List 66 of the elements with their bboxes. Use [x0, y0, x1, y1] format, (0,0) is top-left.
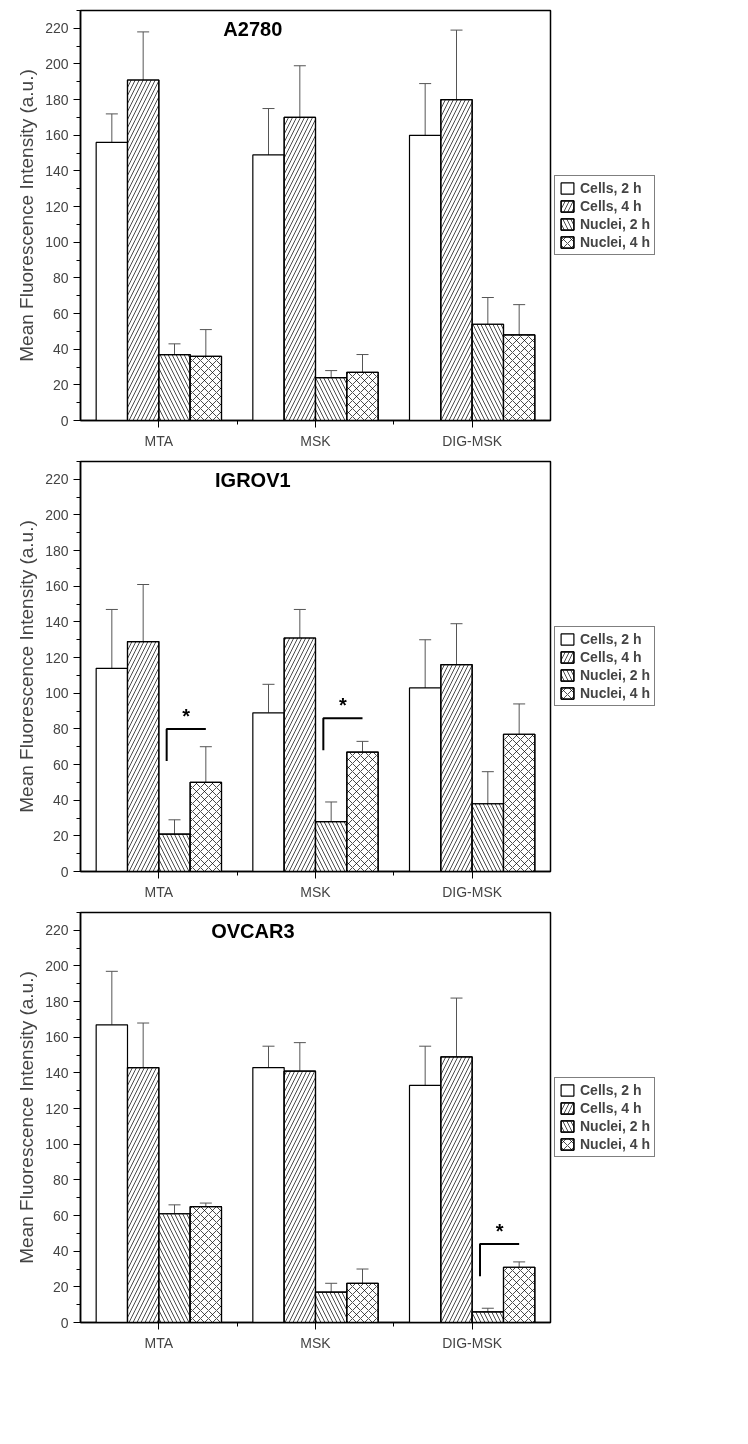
- legend-label: Nuclei, 4 h: [580, 234, 651, 250]
- legend-label: Cells, 2 h: [580, 631, 642, 647]
- y-tick-label: 80: [52, 720, 69, 737]
- y-tick-label: 120: [45, 198, 69, 215]
- y-tick-label: 160: [45, 578, 69, 595]
- y-axis-title: Mean Fluorescence Intensity (a.u.): [16, 971, 38, 1264]
- y-tick-label: 180: [45, 993, 69, 1010]
- y-tick-label: 120: [45, 649, 69, 666]
- y-tick-label: 100: [45, 1136, 69, 1153]
- annotation: *: [182, 705, 191, 728]
- legend-label: Nuclei, 4 h: [580, 685, 651, 701]
- y-tick-label: 180: [45, 91, 69, 108]
- y-tick-label: 140: [45, 613, 69, 630]
- y-tick-label: 80: [52, 1171, 69, 1188]
- y-tick-label: 20: [52, 376, 69, 393]
- y-tick-label: 140: [45, 162, 69, 179]
- x-tick-label: DIG-MSK: [442, 883, 503, 900]
- y-tick-label: 180: [45, 542, 69, 559]
- y-tick-label: 0: [60, 1314, 69, 1331]
- y-tick-label: 60: [52, 1207, 69, 1224]
- chart-title: OVCAR3: [211, 919, 295, 942]
- y-tick-label: 220: [45, 471, 69, 488]
- chart-title: A2780: [223, 17, 283, 40]
- y-axis-title: Mean Fluorescence Intensity (a.u.): [16, 69, 38, 362]
- y-tick-label: 40: [52, 341, 69, 358]
- annotation: *: [339, 694, 348, 717]
- legend-label: Cells, 4 h: [580, 649, 642, 665]
- legend-label: Cells, 4 h: [580, 198, 642, 214]
- legend-label: Nuclei, 2 h: [580, 667, 651, 683]
- y-tick-label: 100: [45, 685, 69, 702]
- y-tick-label: 160: [45, 127, 69, 144]
- legend-label: Cells, 4 h: [580, 1100, 642, 1116]
- legend-label: Cells, 2 h: [580, 1082, 642, 1098]
- y-tick-label: 20: [52, 1278, 69, 1295]
- y-tick-label: 20: [52, 827, 69, 844]
- y-tick-label: 220: [45, 20, 69, 37]
- y-axis-title: Mean Fluorescence Intensity (a.u.): [16, 520, 38, 813]
- y-tick-label: 100: [45, 234, 69, 251]
- y-tick-label: 40: [52, 1243, 69, 1260]
- chart-title: IGROV1: [215, 468, 291, 491]
- y-tick-label: 80: [52, 269, 69, 286]
- x-tick-label: MTA: [144, 1334, 174, 1351]
- x-tick-label: DIG-MSK: [442, 432, 503, 449]
- y-tick-label: 0: [60, 412, 69, 429]
- annotation: *: [495, 1220, 504, 1243]
- x-tick-label: MSK: [300, 883, 332, 900]
- legend-label: Nuclei, 2 h: [580, 1118, 651, 1134]
- x-tick-label: DIG-MSK: [442, 1334, 503, 1351]
- y-tick-label: 60: [52, 305, 69, 322]
- y-tick-label: 140: [45, 1064, 69, 1081]
- y-tick-label: 220: [45, 922, 69, 939]
- legend-label: Nuclei, 2 h: [580, 216, 651, 232]
- x-tick-label: MTA: [144, 432, 174, 449]
- y-tick-label: 200: [45, 506, 69, 523]
- y-tick-label: 200: [45, 957, 69, 974]
- x-tick-label: MSK: [300, 432, 332, 449]
- y-tick-label: 160: [45, 1029, 69, 1046]
- legend-label: Cells, 2 h: [580, 180, 642, 196]
- x-tick-label: MTA: [144, 883, 174, 900]
- y-tick-label: 40: [52, 792, 69, 809]
- y-tick-label: 60: [52, 756, 69, 773]
- legend-label: Nuclei, 4 h: [580, 1136, 651, 1152]
- y-tick-label: 0: [60, 863, 69, 880]
- x-tick-label: MSK: [300, 1334, 332, 1351]
- y-tick-label: 200: [45, 55, 69, 72]
- y-tick-label: 120: [45, 1100, 69, 1117]
